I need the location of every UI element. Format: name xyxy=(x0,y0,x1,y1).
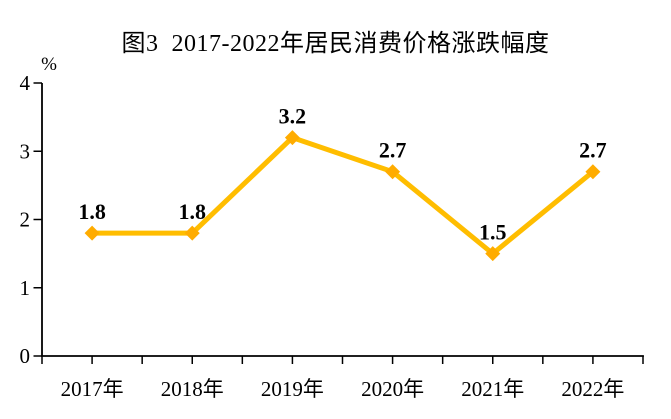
data-point-marker xyxy=(84,225,100,241)
data-point-marker xyxy=(184,225,200,241)
data-point-label: 1.8 xyxy=(179,199,207,224)
data-point-marker xyxy=(385,164,401,180)
y-tick-label: 3 xyxy=(20,139,31,163)
x-category-label: 2018年 xyxy=(161,377,224,401)
y-tick-label: 0 xyxy=(20,344,31,368)
x-category-label: 2017年 xyxy=(61,377,124,401)
data-point-label: 3.2 xyxy=(279,104,307,129)
y-tick-label: 1 xyxy=(20,276,31,300)
x-category-label: 2019年 xyxy=(261,377,324,401)
x-category-label: 2022年 xyxy=(561,377,624,401)
data-point-label: 2.7 xyxy=(379,138,407,163)
y-tick-label: 4 xyxy=(20,71,31,95)
data-point-label: 1.8 xyxy=(78,199,106,224)
data-point-label: 2.7 xyxy=(579,138,607,163)
data-point-marker xyxy=(485,246,501,262)
y-axis-unit-label: % xyxy=(41,54,57,75)
x-category-label: 2021年 xyxy=(461,377,524,401)
data-point-marker xyxy=(284,130,300,146)
data-point-label: 1.5 xyxy=(479,220,507,245)
data-point-marker xyxy=(585,164,601,180)
data-line xyxy=(89,135,596,257)
chart-title: 图3 2017-2022年居民消费价格涨跌幅度 xyxy=(121,31,550,57)
y-tick-label: 2 xyxy=(20,208,31,232)
x-category-label: 2020年 xyxy=(361,377,424,401)
